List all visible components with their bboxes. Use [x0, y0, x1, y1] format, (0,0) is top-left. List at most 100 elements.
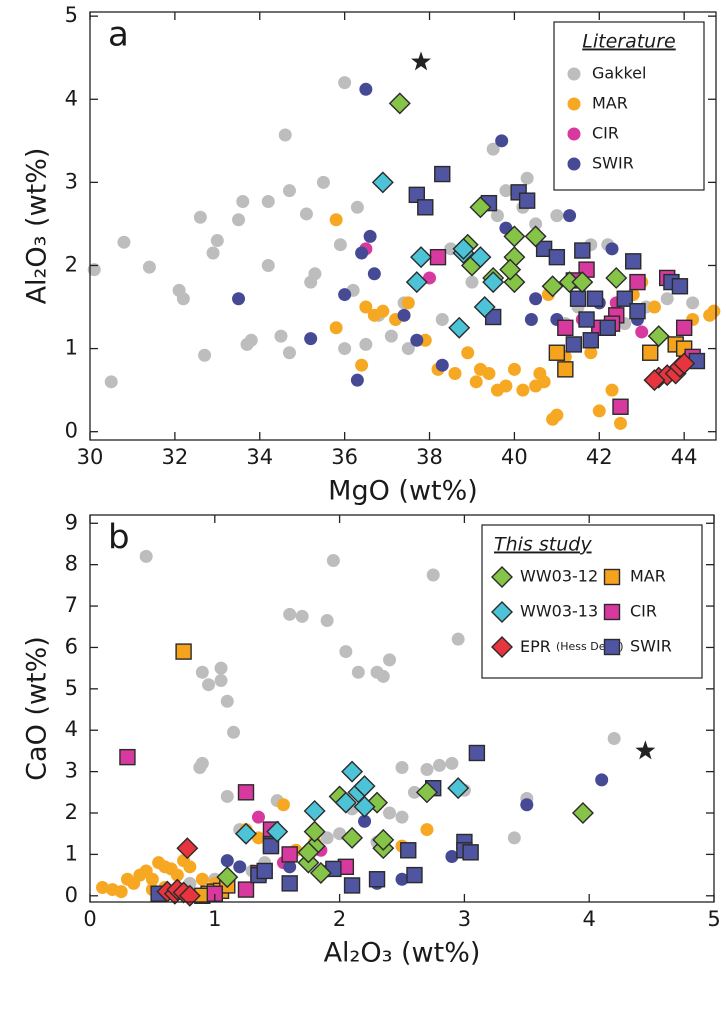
y-tick-label: 8	[65, 552, 78, 576]
point	[647, 325, 670, 348]
point	[486, 142, 500, 156]
point	[569, 290, 587, 307]
point	[452, 237, 475, 260]
point	[616, 290, 633, 307]
point	[371, 171, 394, 194]
point	[516, 383, 530, 397]
point	[473, 296, 496, 319]
point	[359, 82, 373, 96]
point	[142, 260, 156, 274]
point	[329, 321, 343, 335]
point	[584, 346, 598, 360]
point	[410, 333, 424, 347]
point	[550, 209, 564, 223]
point	[582, 332, 599, 349]
point	[400, 842, 417, 859]
point	[282, 184, 296, 198]
point	[232, 292, 246, 306]
point	[635, 325, 649, 339]
point	[232, 213, 246, 227]
legend-title: Literature	[582, 31, 675, 53]
legend-label: CIR	[630, 602, 657, 621]
point	[524, 225, 547, 248]
point	[499, 184, 513, 198]
point	[482, 367, 496, 381]
point	[647, 300, 661, 314]
point	[237, 881, 255, 898]
point	[341, 760, 364, 783]
point	[235, 822, 257, 845]
point	[420, 763, 434, 777]
point	[524, 312, 538, 326]
point	[350, 200, 364, 214]
point	[220, 694, 234, 708]
legend-label: CIR	[592, 124, 619, 143]
point	[251, 810, 265, 824]
point	[578, 311, 595, 328]
point	[535, 240, 553, 258]
point	[351, 665, 365, 679]
point	[176, 292, 190, 306]
point	[303, 799, 326, 822]
y-tick-label: 7	[65, 593, 78, 617]
y-tick-label: 3	[65, 169, 78, 193]
point	[320, 614, 334, 628]
point	[320, 831, 334, 845]
point	[629, 273, 646, 291]
point	[372, 828, 395, 851]
point	[469, 246, 492, 269]
point	[368, 871, 386, 888]
point	[338, 288, 352, 302]
point	[95, 881, 109, 895]
point	[537, 375, 551, 389]
point	[359, 300, 373, 314]
point	[548, 248, 566, 266]
point	[465, 275, 479, 289]
point	[383, 806, 397, 820]
point	[214, 661, 228, 675]
point	[329, 213, 343, 227]
point	[278, 128, 292, 142]
point	[673, 352, 696, 375]
point	[281, 875, 298, 892]
point	[468, 744, 486, 762]
point	[145, 872, 159, 886]
point	[411, 51, 431, 71]
plot-frame	[89, 514, 715, 903]
point	[202, 678, 216, 692]
point	[614, 416, 628, 430]
point	[605, 383, 619, 397]
point	[599, 319, 616, 337]
x-tick-label: 44	[671, 445, 698, 469]
y-tick-label: 4	[65, 717, 78, 741]
point	[220, 854, 234, 868]
legend-marker	[567, 127, 581, 141]
x-tick-label: 2	[333, 907, 346, 931]
point	[607, 732, 621, 746]
point	[388, 92, 411, 115]
point	[216, 866, 239, 889]
legend-marker	[603, 603, 621, 621]
y-axis-label: CaO (wt%)	[22, 636, 53, 781]
point	[220, 789, 234, 803]
x-tick-label: 0	[83, 907, 96, 931]
point	[605, 266, 628, 289]
point	[175, 643, 192, 660]
point	[469, 375, 483, 389]
legend-label: WW03-12	[520, 567, 598, 586]
point	[281, 846, 298, 863]
point	[355, 358, 369, 372]
y-axis-label: Al₂O₃ (wt%)	[22, 148, 53, 305]
point	[193, 210, 207, 224]
x-tick-label: 40	[501, 445, 528, 469]
point	[195, 872, 209, 886]
point	[338, 76, 352, 90]
x-tick-label: 4	[583, 907, 596, 931]
point	[415, 781, 438, 804]
point	[227, 725, 241, 739]
point	[384, 329, 398, 343]
point	[557, 361, 574, 378]
point	[548, 344, 566, 361]
point	[276, 798, 290, 812]
